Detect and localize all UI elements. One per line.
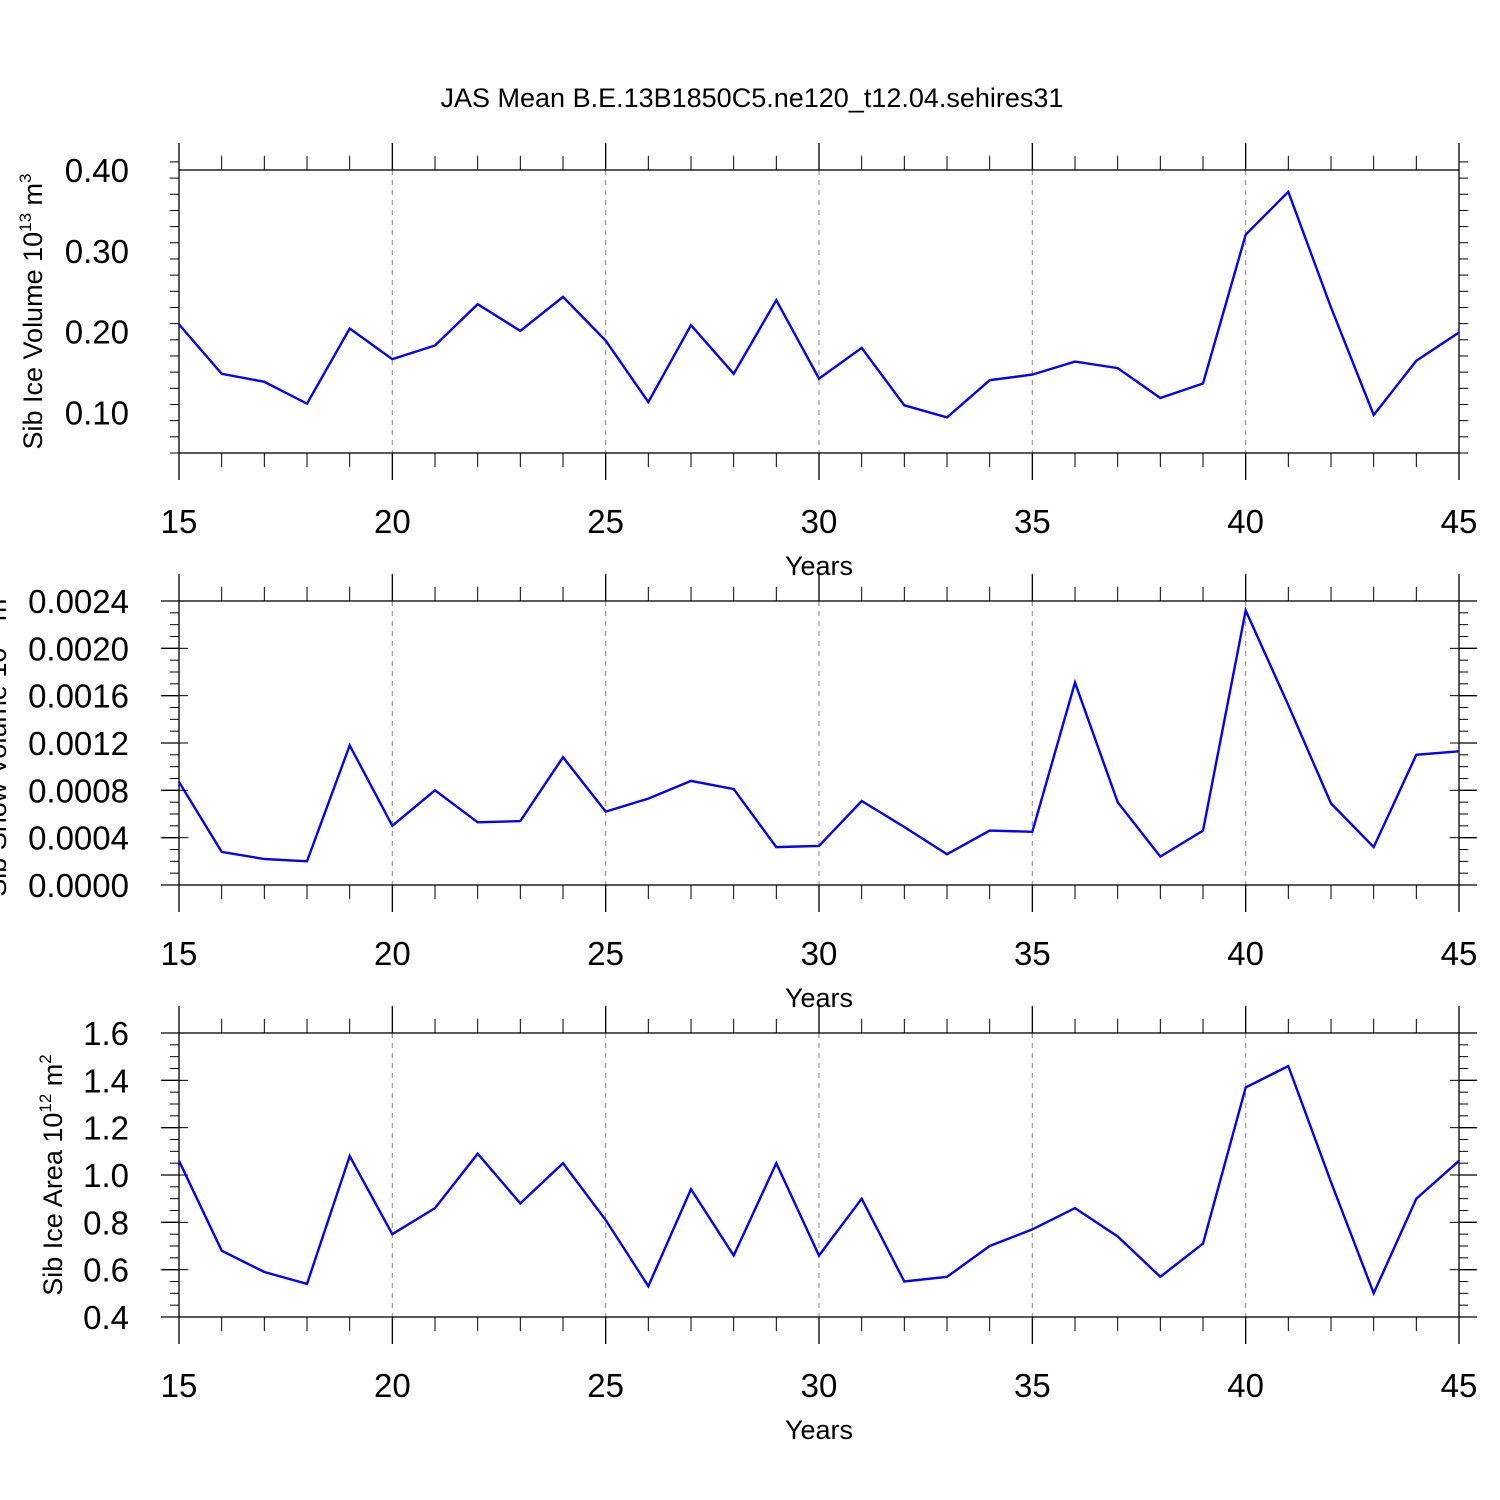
y-tick-label: 0.6 bbox=[83, 1252, 129, 1289]
x-tick-label: 40 bbox=[1227, 1367, 1264, 1404]
x-axis-label: Years bbox=[785, 1415, 853, 1445]
y-tick-label: 0.0024 bbox=[28, 583, 129, 620]
x-tick-label: 35 bbox=[1014, 503, 1051, 540]
y-tick-label: 0.0016 bbox=[28, 678, 129, 715]
x-tick-label: 35 bbox=[1014, 935, 1051, 972]
series-line bbox=[177, 606, 1460, 863]
y-tick-label: 0.20 bbox=[65, 314, 129, 351]
x-tick-label: 35 bbox=[1014, 1367, 1051, 1404]
series-line bbox=[178, 189, 1460, 419]
y-tick-label: 0.30 bbox=[65, 233, 129, 270]
x-tick-label: 40 bbox=[1227, 503, 1264, 540]
y-tick-label: 1.0 bbox=[83, 1157, 129, 1194]
x-tick-label: 25 bbox=[587, 935, 624, 972]
x-tick-label: 45 bbox=[1441, 503, 1478, 540]
x-tick-label: 30 bbox=[801, 503, 838, 540]
y-tick-label: 0.0000 bbox=[28, 867, 129, 904]
x-tick-label: 20 bbox=[374, 503, 411, 540]
x-tick-label: 25 bbox=[587, 503, 624, 540]
series-line bbox=[177, 1064, 1460, 1297]
y-tick-label: 0.0008 bbox=[28, 772, 129, 809]
y-axis-label: Sib Ice Area 1012 m2 bbox=[36, 1054, 68, 1296]
y-tick-label: 1.4 bbox=[83, 1062, 129, 1099]
x-tick-label: 20 bbox=[374, 935, 411, 972]
y-tick-label: 1.6 bbox=[83, 1015, 129, 1052]
y-tick-label: 0.0020 bbox=[28, 630, 129, 667]
x-tick-label: 20 bbox=[374, 1367, 411, 1404]
x-tick-label: 40 bbox=[1227, 935, 1264, 972]
y-tick-label: 0.40 bbox=[65, 152, 129, 189]
y-tick-label: 0.8 bbox=[83, 1204, 129, 1241]
y-tick-label: 1.2 bbox=[83, 1110, 129, 1147]
y-axis-label: Sib Snow Volume 1013 m3 bbox=[0, 589, 12, 897]
x-tick-label: 15 bbox=[161, 935, 198, 972]
chart-title: JAS Mean B.E.13B1850C5.ne120_t12.04.sehi… bbox=[441, 83, 1064, 113]
y-tick-label: 0.10 bbox=[65, 395, 129, 432]
x-tick-label: 30 bbox=[801, 1367, 838, 1404]
x-tick-label: 45 bbox=[1441, 935, 1478, 972]
panel-2: 15 20 25 30 35 40 45Years0.00000.00040.00080.0… bbox=[0, 574, 1477, 1013]
x-tick-label: 30 bbox=[801, 935, 838, 972]
x-tick-label: 45 bbox=[1441, 1367, 1478, 1404]
x-tick-label: 15 bbox=[161, 1367, 198, 1404]
x-tick-label: 25 bbox=[587, 1367, 624, 1404]
y-tick-label: 0.4 bbox=[83, 1299, 129, 1336]
y-tick-label: 0.0012 bbox=[28, 725, 129, 762]
y-axis-label: Sib Ice Volume 1013 m3 bbox=[16, 173, 48, 449]
y-tick-label: 0.0004 bbox=[28, 820, 129, 857]
x-tick-label: 15 bbox=[161, 503, 198, 540]
panel-3: 15 20 25 30 35 40 45 Years 0.4 0.6 0.8 1.0 1.2 1.4 1.6… bbox=[36, 1006, 1477, 1445]
